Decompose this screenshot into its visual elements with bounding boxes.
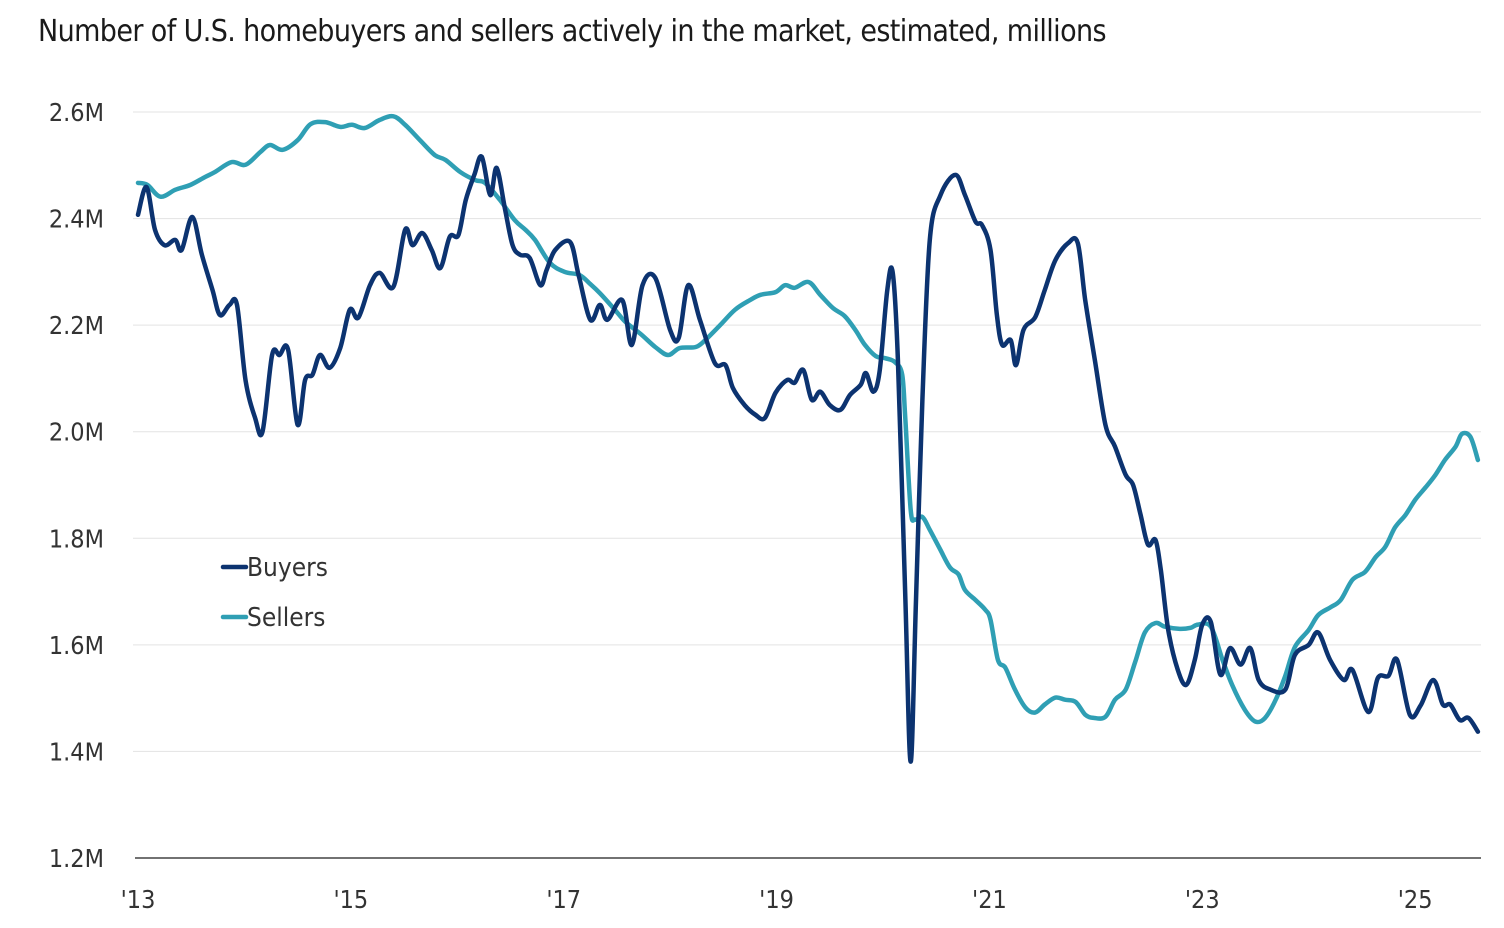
x-tick-label: '19 — [759, 885, 794, 914]
series-line-sellers — [135, 113, 1481, 725]
x-tick-label: '23 — [1185, 885, 1220, 914]
y-tick-label: 2.4M — [49, 205, 104, 234]
x-tick-label: '13 — [121, 885, 156, 914]
y-tick-label: 1.4M — [49, 737, 104, 766]
x-tick-label: '17 — [546, 885, 581, 914]
y-tick-label: 1.2M — [49, 844, 104, 873]
series-line-buyers — [135, 154, 1481, 764]
legend-label-buyers: Buyers — [247, 553, 328, 583]
x-tick-label: '21 — [972, 885, 1007, 914]
y-tick-label: 1.6M — [49, 631, 104, 660]
x-tick-label: '25 — [1398, 885, 1433, 914]
y-tick-label: 2.0M — [49, 418, 104, 447]
y-tick-label: 2.6M — [49, 98, 104, 127]
y-tick-label: 2.2M — [49, 311, 104, 340]
legend-label-sellers: Sellers — [247, 603, 325, 633]
chart-title: Number of U.S. homebuyers and sellers ac… — [38, 14, 1107, 49]
x-tick-label: '15 — [333, 885, 368, 914]
y-tick-label: 1.8M — [49, 524, 104, 553]
